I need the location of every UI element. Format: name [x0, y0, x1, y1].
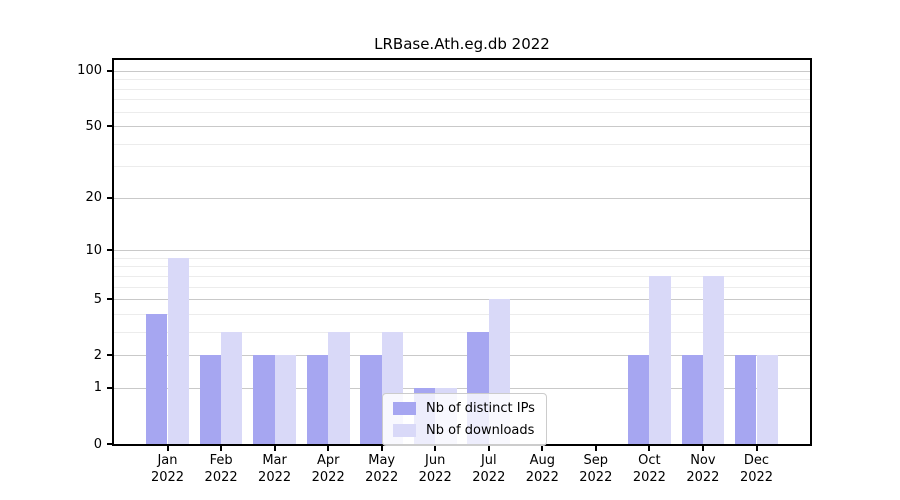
bar-nov-distinct-ips	[681, 355, 703, 444]
y-tick-label: 20	[85, 190, 102, 206]
bar-feb-distinct-ips	[199, 355, 222, 444]
x-tick-label: Mar 2022	[258, 453, 292, 485]
legend-swatch-downloads	[393, 424, 416, 437]
y-tick-mark	[107, 386, 112, 389]
y-tick-mark	[107, 298, 112, 301]
x-tick-mark	[220, 446, 223, 451]
major-gridline	[114, 299, 810, 301]
y-tick-label: 2	[93, 347, 102, 363]
legend-item-distinct-ips: Nb of distinct IPs	[393, 401, 535, 416]
plot-area	[112, 58, 812, 446]
major-gridline	[114, 126, 810, 127]
x-tick-label: Aug 2022	[525, 453, 559, 485]
x-tick-mark	[701, 446, 704, 451]
x-tick-label: Dec 2022	[739, 453, 774, 485]
bar-jan-downloads	[167, 257, 189, 444]
minor-gridline	[114, 111, 810, 113]
x-tick-mark	[434, 446, 437, 451]
x-tick-mark	[327, 446, 330, 451]
bar-jan-distinct-ips	[146, 313, 168, 444]
x-tick-label: Jan 2022	[150, 453, 185, 485]
y-tick-label: 100	[77, 63, 102, 79]
bar-apr-downloads	[328, 331, 350, 444]
major-gridline	[114, 387, 810, 389]
bar-dec-downloads	[756, 355, 778, 444]
y-tick-mark	[107, 125, 112, 127]
x-tick-mark	[166, 446, 169, 451]
minor-gridline	[114, 257, 810, 259]
major-gridline	[114, 70, 810, 72]
minor-gridline	[114, 99, 810, 101]
y-tick-label: 50	[85, 118, 102, 134]
y-tick-label: 0	[93, 436, 102, 452]
legend-label-distinct-ips: Nb of distinct IPs	[426, 401, 535, 416]
bar-dec-distinct-ips	[735, 355, 757, 444]
x-tick-mark	[541, 446, 544, 451]
y-tick-label: 10	[85, 242, 102, 258]
bar-feb-downloads	[221, 331, 243, 444]
minor-gridline	[114, 166, 810, 168]
legend: Nb of distinct IPs Nb of downloads	[382, 393, 547, 446]
minor-gridline	[114, 266, 810, 268]
x-tick-label: Sep 2022	[579, 453, 613, 485]
x-tick-label: Nov 2022	[686, 453, 720, 485]
minor-gridline	[114, 79, 810, 81]
bar-may-distinct-ips	[360, 355, 382, 444]
x-tick-mark	[594, 446, 597, 451]
y-tick-mark	[107, 354, 112, 357]
x-tick-label: May 2022	[365, 453, 399, 485]
major-gridline	[114, 197, 810, 199]
x-tick-label: Apr 2022	[311, 453, 345, 485]
bar-mar-downloads	[274, 355, 296, 444]
bar-oct-downloads	[649, 275, 671, 444]
x-tick-mark	[380, 446, 383, 451]
x-tick-mark	[487, 446, 490, 451]
x-tick-label: Jun 2022	[418, 453, 452, 485]
y-tick-mark	[107, 69, 112, 72]
y-tick-label: 5	[93, 291, 102, 307]
y-tick-mark	[107, 249, 112, 251]
bar-mar-distinct-ips	[253, 355, 275, 444]
legend-item-downloads: Nb of downloads	[393, 423, 535, 438]
minor-gridline	[114, 286, 810, 288]
major-gridline	[114, 355, 810, 357]
legend-swatch-distinct-ips	[393, 402, 416, 415]
x-tick-label: Feb 2022	[204, 453, 238, 485]
x-tick-mark	[755, 446, 758, 451]
x-tick-mark	[648, 446, 651, 451]
x-tick-mark	[273, 446, 276, 451]
legend-label-downloads: Nb of downloads	[426, 423, 535, 438]
y-tick-mark	[107, 196, 112, 199]
chart-title: LRBase.Ath.eg.db 2022	[374, 35, 550, 53]
y-tick-label: 1	[93, 380, 102, 396]
minor-gridline	[114, 331, 810, 333]
bar-oct-distinct-ips	[628, 355, 650, 444]
minor-gridline	[114, 143, 810, 145]
x-tick-label: Oct 2022	[632, 453, 666, 485]
bar-apr-distinct-ips	[306, 355, 329, 444]
x-tick-label: Jul 2022	[472, 453, 506, 485]
bar-nov-downloads	[702, 275, 725, 444]
minor-gridline	[114, 88, 810, 90]
minor-gridline	[114, 275, 810, 277]
major-gridline	[114, 250, 810, 251]
minor-gridline	[114, 313, 810, 315]
y-tick-mark	[107, 443, 112, 445]
